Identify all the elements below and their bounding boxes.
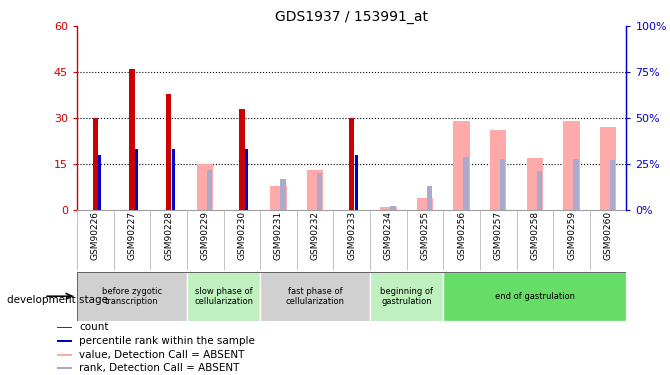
Bar	[537, 171, 542, 210]
Text: GSM90230: GSM90230	[237, 211, 247, 260]
Bar	[500, 159, 505, 210]
Bar	[390, 206, 395, 210]
Bar	[58, 368, 72, 369]
Title: GDS1937 / 153991_at: GDS1937 / 153991_at	[275, 10, 428, 24]
Text: end of gastrulation: end of gastrulation	[495, 292, 575, 301]
Bar	[427, 186, 432, 210]
Text: GSM90231: GSM90231	[274, 211, 283, 260]
Bar	[135, 149, 138, 210]
Bar	[58, 354, 72, 356]
Bar	[172, 149, 175, 210]
Text: GSM90226: GSM90226	[91, 211, 100, 260]
Text: before zygotic
transcription: before zygotic transcription	[102, 286, 162, 306]
Bar	[197, 164, 214, 210]
Text: GSM90229: GSM90229	[201, 211, 210, 260]
Bar	[92, 118, 98, 210]
Text: percentile rank within the sample: percentile rank within the sample	[80, 336, 255, 346]
Text: GSM90234: GSM90234	[384, 211, 393, 260]
Bar	[98, 155, 101, 210]
Text: GSM90233: GSM90233	[347, 211, 356, 260]
Text: GSM90255: GSM90255	[421, 211, 429, 260]
Bar	[573, 159, 579, 210]
Bar	[245, 149, 248, 210]
Text: slow phase of
cellularization: slow phase of cellularization	[194, 286, 253, 306]
Bar	[349, 118, 354, 210]
Bar	[454, 121, 470, 210]
Bar	[463, 157, 469, 210]
Bar	[77, 272, 187, 321]
Text: value, Detection Call = ABSENT: value, Detection Call = ABSENT	[80, 350, 245, 360]
Text: GSM90259: GSM90259	[567, 211, 576, 260]
Text: fast phase of
cellularization: fast phase of cellularization	[285, 286, 344, 306]
Text: GSM90232: GSM90232	[311, 211, 320, 260]
Text: GSM90256: GSM90256	[457, 211, 466, 260]
Bar	[600, 128, 616, 210]
Text: development stage: development stage	[7, 295, 108, 305]
Bar	[187, 272, 260, 321]
Bar	[370, 272, 444, 321]
Bar	[58, 340, 72, 342]
Text: GSM90258: GSM90258	[531, 211, 539, 260]
Bar	[490, 130, 507, 210]
Text: count: count	[80, 322, 109, 332]
Bar	[207, 170, 212, 210]
Bar	[527, 158, 543, 210]
Bar	[317, 173, 322, 210]
Bar	[355, 155, 358, 210]
Bar	[129, 69, 135, 210]
Text: GSM90227: GSM90227	[127, 211, 137, 260]
Text: rank, Detection Call = ABSENT: rank, Detection Call = ABSENT	[80, 363, 240, 373]
Bar	[380, 207, 397, 210]
Bar	[444, 272, 626, 321]
Text: beginning of
gastrulation: beginning of gastrulation	[380, 286, 433, 306]
Bar	[239, 109, 245, 210]
Bar	[610, 160, 615, 210]
Bar	[58, 327, 72, 328]
Text: GSM90257: GSM90257	[494, 211, 502, 260]
Bar	[166, 94, 172, 210]
Bar	[280, 179, 285, 210]
Bar	[260, 272, 370, 321]
Bar	[417, 198, 433, 210]
Text: GSM90260: GSM90260	[604, 211, 612, 260]
Bar	[307, 170, 324, 210]
Bar	[270, 186, 287, 210]
Bar	[563, 121, 580, 210]
Text: GSM90228: GSM90228	[164, 211, 173, 260]
